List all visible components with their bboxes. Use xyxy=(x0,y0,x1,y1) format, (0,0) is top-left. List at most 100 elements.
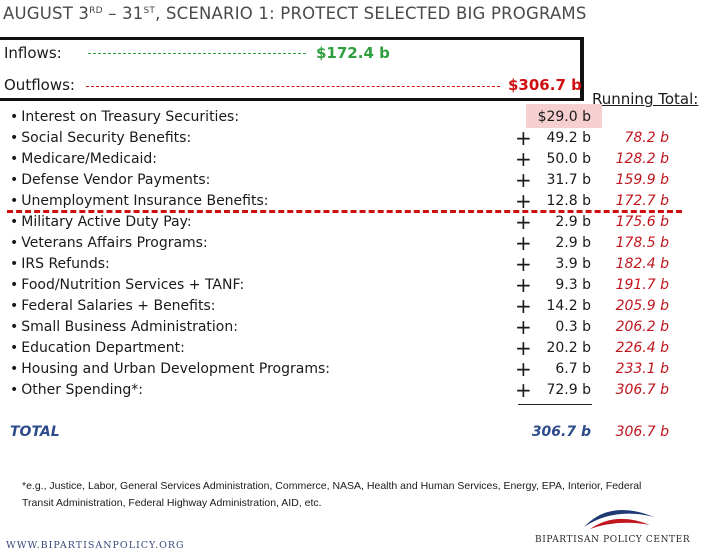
payment-row: • Unemployment Insurance Benefits: +12.8 b… xyxy=(0,189,713,213)
payment-label: Military Active Duty Pay: xyxy=(21,214,192,230)
payment-item: • IRS Refunds: xyxy=(10,256,110,272)
payment-amount: 72.9 b xyxy=(546,382,591,398)
outflows-leader-line xyxy=(86,86,500,87)
payment-label: Food/Nutrition Services + TANF: xyxy=(21,277,245,293)
website-url: WWW.BIPARTISANPOLICY.ORG xyxy=(6,540,185,551)
bullet: • xyxy=(10,151,19,167)
summary-box-bottom-border xyxy=(0,98,584,101)
payment-label: Federal Salaries + Benefits: xyxy=(21,298,216,314)
payment-item: • Other Spending*: xyxy=(10,382,143,398)
outflows-label: Outflows: xyxy=(4,76,75,94)
bullet: • xyxy=(10,298,19,314)
bullet: • xyxy=(10,214,19,230)
bullet: • xyxy=(10,382,19,398)
payment-amount: 20.2 b xyxy=(546,340,591,356)
payment-item: • Veterans Affairs Programs: xyxy=(10,235,208,251)
payment-amount: $29.0 b xyxy=(537,109,591,125)
payment-item: • Food/Nutrition Services + TANF: xyxy=(10,277,244,293)
payment-row: • Federal Salaries + Benefits: +14.2 b 205.… xyxy=(0,294,713,318)
payment-row: • IRS Refunds: +3.9 b 182.4 b xyxy=(0,252,713,276)
title-part: AUGUST 3 xyxy=(3,4,90,23)
running-total-value: 306.7 b xyxy=(615,382,669,398)
payment-item: • Federal Salaries + Benefits: xyxy=(10,298,215,314)
payment-label: Unemployment Insurance Benefits: xyxy=(21,193,269,209)
interest-highlight xyxy=(526,104,602,128)
running-total-value: 172.7 b xyxy=(615,193,669,209)
running-total-value: 178.5 b xyxy=(615,235,669,251)
payment-row: • Food/Nutrition Services + TANF: +9.3 b 19… xyxy=(0,273,713,297)
bullet: • xyxy=(10,109,19,125)
inflows-label: Inflows: xyxy=(4,44,62,62)
payment-item: • Medicare/Medicaid: xyxy=(10,151,157,167)
payment-amount: 6.7 b xyxy=(555,361,591,377)
running-total-value: 191.7 b xyxy=(615,277,669,293)
logo-arc-blue xyxy=(584,509,654,527)
payment-amount: 2.9 b xyxy=(555,214,591,230)
protected-cutoff-line xyxy=(7,210,682,213)
plus-sign: + xyxy=(515,126,532,150)
payment-item: • Unemployment Insurance Benefits: xyxy=(10,193,269,209)
plus-sign: + xyxy=(515,252,532,276)
plus-sign: + xyxy=(515,231,532,255)
payment-amount: 9.3 b xyxy=(555,277,591,293)
payment-item: • Military Active Duty Pay: xyxy=(10,214,192,230)
payment-row: • Small Business Administration: +0.3 b 206… xyxy=(0,315,713,339)
running-total-value: 175.6 b xyxy=(615,214,669,230)
title-superscript: ST xyxy=(143,6,156,16)
bullet: • xyxy=(10,277,19,293)
plus-sign: + xyxy=(515,336,532,360)
total-running: 306.7 b xyxy=(615,424,669,440)
payment-amount: 12.8 b xyxy=(546,193,591,209)
payment-label: Social Security Benefits: xyxy=(21,130,192,146)
payment-amount: 2.9 b xyxy=(555,235,591,251)
plus-sign: + xyxy=(515,315,532,339)
payment-row: • Defense Vendor Payments: +31.7 b 159.9 b xyxy=(0,168,713,192)
plus-sign: + xyxy=(515,294,532,318)
payment-label: Defense Vendor Payments: xyxy=(21,172,211,188)
payment-item: • Interest on Treasury Securities: xyxy=(10,109,239,125)
payment-row: • Veterans Affairs Programs: +2.9 b 178.5 b xyxy=(0,231,713,255)
title-part: – 31 xyxy=(102,4,144,23)
payment-item: • Education Department: xyxy=(10,340,185,356)
running-total-value: 205.9 b xyxy=(615,298,669,314)
inflows-amount: $172.4 b xyxy=(316,44,390,62)
bullet: • xyxy=(10,193,19,209)
logo-arc-red xyxy=(590,518,650,529)
payment-label: Veterans Affairs Programs: xyxy=(21,235,208,251)
bullet: • xyxy=(10,340,19,356)
payment-amount: 31.7 b xyxy=(546,172,591,188)
sum-line xyxy=(518,404,592,405)
payment-label: Interest on Treasury Securities: xyxy=(21,109,240,125)
payment-item: • Defense Vendor Payments: xyxy=(10,172,210,188)
footnote: *e.g., Justice, Labor, General Services … xyxy=(22,480,642,509)
payment-row: • Other Spending*: +72.9 b 306.7 b xyxy=(0,378,713,402)
payment-item: • Social Security Benefits: xyxy=(10,130,191,146)
payment-label: IRS Refunds: xyxy=(21,256,110,272)
bullet: • xyxy=(10,172,19,188)
running-total-value: 226.4 b xyxy=(615,340,669,356)
bullet: • xyxy=(10,130,19,146)
title-superscript: RD xyxy=(89,6,103,16)
payment-row: • Housing and Urban Development Programs:… xyxy=(0,357,713,381)
running-total-value: 182.4 b xyxy=(615,256,669,272)
payment-label: Housing and Urban Development Programs: xyxy=(21,361,330,377)
bullet: • xyxy=(10,256,19,272)
running-total-value: 233.1 b xyxy=(615,361,669,377)
plus-sign: + xyxy=(515,378,532,402)
payment-row: • Medicare/Medicaid: +50.0 b 128.2 b xyxy=(0,147,713,171)
running-total-value: 159.9 b xyxy=(615,172,669,188)
total-label: TOTAL xyxy=(10,424,60,440)
slide-title: AUGUST 3RD – 31ST, SCENARIO 1: PROTECT S… xyxy=(3,4,587,23)
payment-amount: 0.3 b xyxy=(555,319,591,335)
payment-amount: 50.0 b xyxy=(546,151,591,167)
total-amount: 306.7 b xyxy=(531,424,591,440)
payment-amount: 3.9 b xyxy=(555,256,591,272)
org-name: BIPARTISAN POLICY CENTER xyxy=(535,535,691,545)
plus-sign: + xyxy=(515,273,532,297)
payment-label: Small Business Administration: xyxy=(21,319,238,335)
payment-amount: 49.2 b xyxy=(546,130,591,146)
payment-row: • Social Security Benefits: +49.2 b 78.2 b xyxy=(0,126,713,150)
plus-sign: + xyxy=(515,168,532,192)
bullet: • xyxy=(10,361,19,377)
title-part: , SCENARIO 1: PROTECT SELECTED BIG PROGR… xyxy=(155,4,587,23)
